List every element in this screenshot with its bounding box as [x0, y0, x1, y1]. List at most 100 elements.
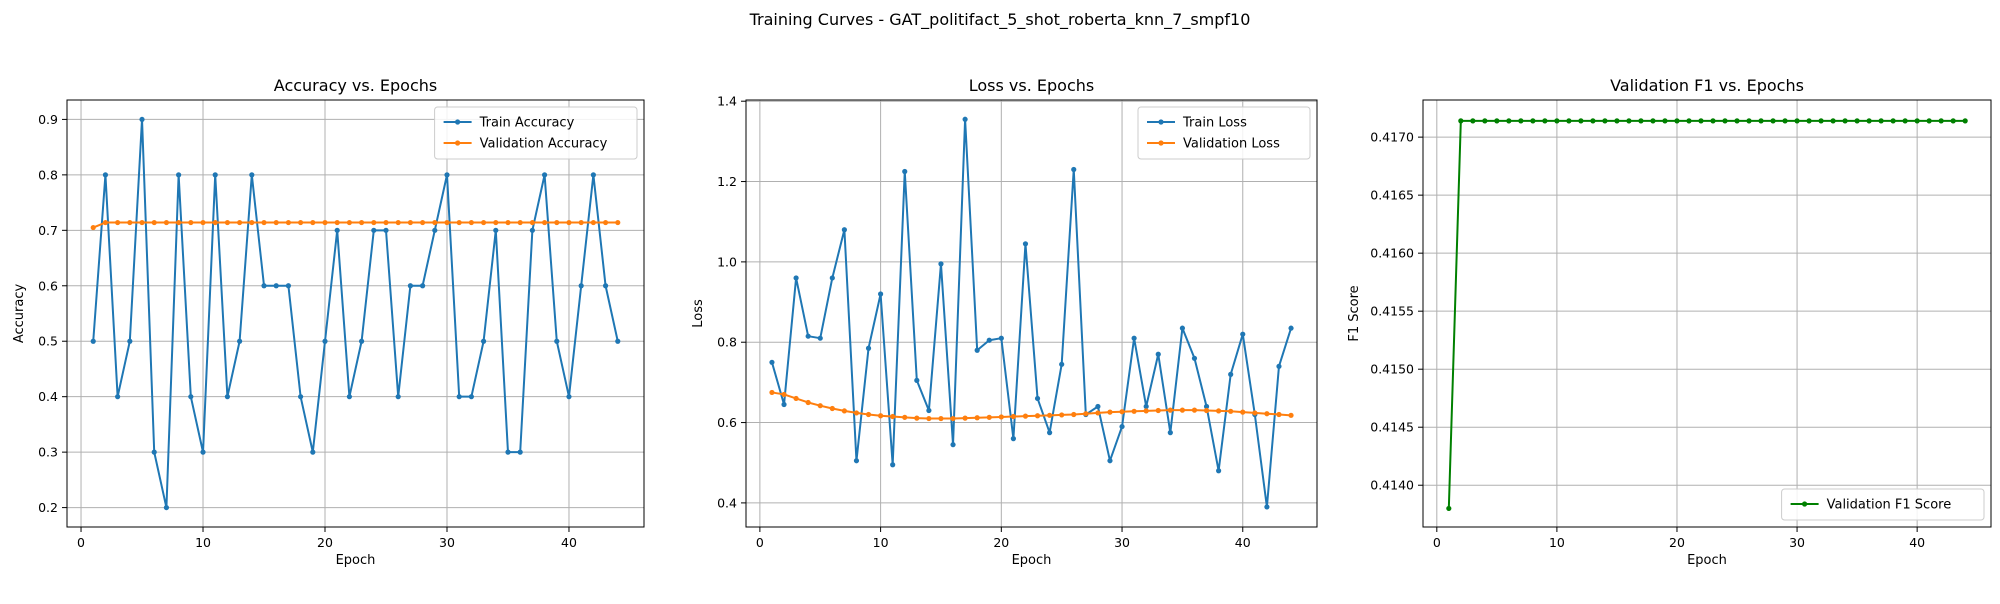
data-point: [1854, 118, 1860, 124]
y-tick-label: 1.2: [717, 174, 737, 189]
data-point: [517, 449, 523, 455]
y-tick-label: 0.4: [38, 389, 58, 404]
data-point: [841, 227, 847, 233]
data-point: [90, 224, 96, 231]
data-point: [237, 219, 243, 226]
data-point: [878, 413, 884, 419]
data-point: [298, 219, 304, 226]
data-point: [769, 359, 775, 365]
data-point: [273, 283, 279, 289]
data-point: [986, 337, 992, 343]
data-point: [419, 219, 426, 226]
data-point: [346, 394, 353, 400]
legend-swatch-marker: [1158, 140, 1164, 146]
data-point: [841, 408, 847, 414]
data-point: [480, 219, 487, 226]
data-point: [1179, 325, 1185, 331]
legend-swatch-marker: [455, 119, 461, 125]
x-tick-label: 40: [1909, 535, 1925, 550]
data-point: [1047, 412, 1053, 418]
data-point: [432, 227, 438, 233]
data-point: [1698, 118, 1704, 124]
legend-swatch-marker: [1802, 501, 1808, 507]
legend-label: Train Accuracy: [479, 116, 575, 131]
chart-title: Loss vs. Epochs: [969, 76, 1094, 95]
data-point: [90, 338, 96, 344]
y-tick-label: 0.6: [38, 278, 58, 293]
data-point: [188, 219, 194, 226]
legend-label: Validation F1 Score: [1827, 498, 1952, 513]
legend: Train Loss Validation Loss: [1137, 106, 1311, 160]
data-point: [1228, 371, 1234, 377]
data-point: [505, 449, 511, 455]
data-point: [358, 219, 365, 226]
x-tick-label: 30: [439, 535, 455, 550]
data-point: [310, 219, 316, 226]
data-point: [1022, 413, 1029, 419]
data-point: [468, 219, 474, 226]
data-point: [1554, 118, 1560, 124]
data-point: [310, 449, 316, 455]
data-point: [1566, 118, 1572, 124]
data-point: [986, 414, 992, 420]
legend-label: Validation Accuracy: [480, 137, 608, 152]
data-point: [298, 394, 304, 400]
data-point: [163, 219, 170, 226]
data-point: [1506, 118, 1512, 124]
data-point: [615, 219, 621, 226]
data-point: [1842, 118, 1848, 124]
data-point: [950, 442, 956, 448]
data-point: [890, 462, 896, 468]
data-point: [1240, 409, 1246, 415]
data-point: [578, 283, 584, 289]
data-point: [817, 335, 823, 341]
data-point: [493, 227, 499, 233]
data-point: [805, 333, 811, 339]
data-point: [1866, 118, 1872, 124]
data-point: [1602, 118, 1608, 124]
data-point: [115, 219, 121, 226]
data-point: [493, 219, 499, 226]
data-point: [974, 347, 980, 353]
data-point: [261, 219, 267, 226]
data-point: [1143, 403, 1149, 410]
data-point: [1770, 118, 1776, 124]
data-point: [383, 227, 389, 233]
data-point: [127, 338, 133, 344]
data-point: [456, 394, 462, 400]
data-point: [249, 172, 255, 178]
data-point: [1240, 331, 1246, 337]
axes-frame: [745, 99, 1318, 528]
data-point: [1216, 468, 1222, 474]
data-point: [1119, 423, 1125, 430]
data-point: [938, 415, 944, 422]
data-point: [102, 172, 109, 178]
data-point: [212, 219, 218, 226]
data-point: [176, 219, 182, 226]
data-point: [769, 389, 775, 396]
data-point: [529, 219, 535, 226]
data-point: [805, 399, 811, 406]
data-point: [1818, 118, 1824, 124]
data-point: [615, 338, 621, 344]
series-line: [92, 221, 618, 229]
data-point: [1179, 407, 1185, 413]
series-line: [1447, 119, 1966, 509]
y-tick-label: 0.8: [38, 167, 58, 182]
data-point: [505, 219, 511, 226]
data-point: [273, 219, 279, 226]
y-tick-label: 0.4145: [1370, 420, 1414, 435]
data-point: [1107, 409, 1113, 415]
data-point: [1131, 335, 1137, 341]
data-point: [853, 458, 860, 464]
data-point: [1059, 361, 1065, 367]
data-point: [602, 283, 609, 289]
data-point: [1095, 410, 1101, 416]
series-line: [771, 391, 1292, 420]
data-point: [578, 219, 584, 226]
data-point: [1938, 118, 1944, 124]
data-point: [371, 227, 377, 233]
data-point: [1264, 411, 1270, 417]
chart-title: Accuracy vs. Epochs: [274, 76, 437, 95]
